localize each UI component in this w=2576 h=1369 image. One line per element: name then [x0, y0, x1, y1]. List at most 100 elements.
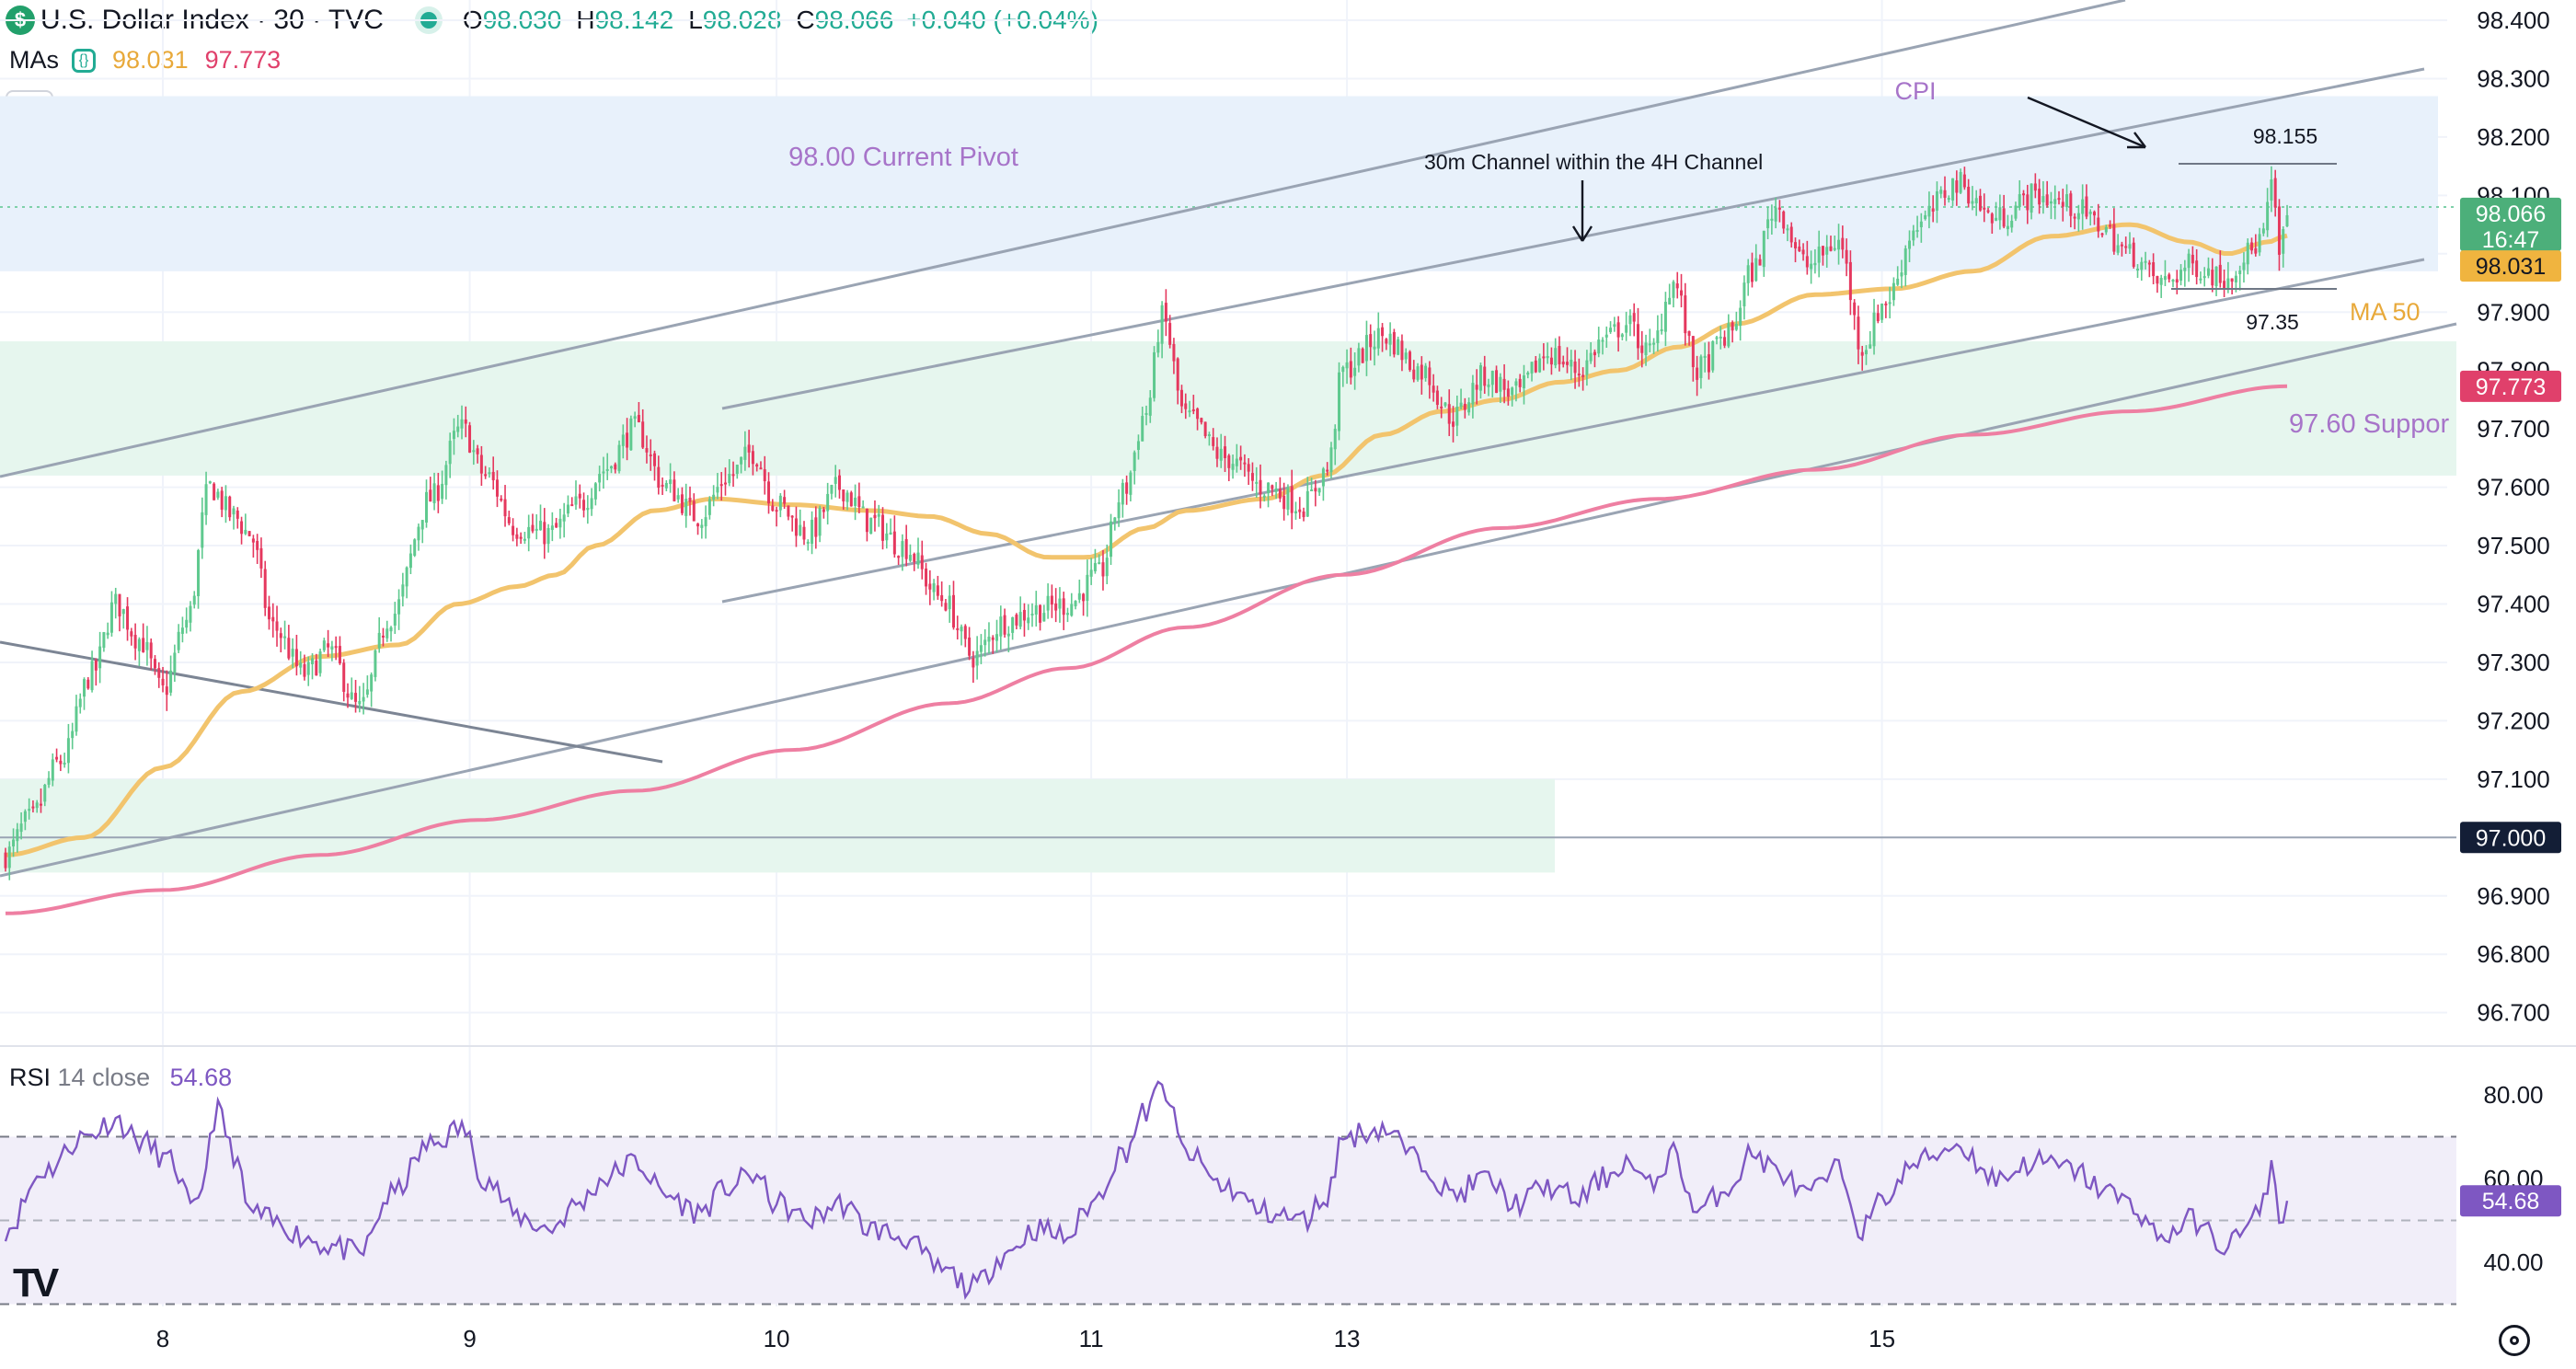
- candle-body: [2159, 278, 2163, 285]
- candle-body: [814, 517, 818, 537]
- candle-body: [1825, 247, 1829, 255]
- candle-body: [904, 538, 908, 559]
- candle-body: [865, 509, 868, 533]
- candle-up: [712, 485, 716, 507]
- candle-up: [2128, 232, 2132, 255]
- ma200-legend-value: 97.773: [204, 46, 282, 74]
- candle-down: [1566, 347, 1570, 374]
- candle-body: [2156, 276, 2159, 284]
- code-braces-icon[interactable]: {}: [72, 48, 96, 73]
- candle-body: [936, 585, 939, 596]
- candle-body: [66, 738, 70, 764]
- candle-body: [2006, 225, 2009, 230]
- candle-body: [637, 415, 640, 422]
- candle-up: [743, 431, 747, 471]
- ma50-line: [5, 222, 2288, 857]
- candle-up: [877, 504, 880, 527]
- candle-body: [2120, 244, 2123, 247]
- candle-body: [1321, 468, 1325, 487]
- candle-body: [1986, 210, 1990, 213]
- candle-up: [669, 463, 673, 493]
- candle-down: [55, 748, 59, 763]
- candle-up: [1719, 326, 1722, 350]
- candle-down: [1022, 603, 1026, 637]
- candle-down: [1435, 385, 1439, 409]
- candle-up: [204, 471, 208, 525]
- candle-up: [1310, 477, 1314, 492]
- candle-up: [1892, 277, 1895, 306]
- candle-body: [201, 512, 204, 548]
- candle-body: [220, 490, 224, 510]
- candle-up: [28, 798, 31, 820]
- candle-body: [1758, 259, 1762, 266]
- candle-down: [1573, 350, 1577, 389]
- candle-down: [1829, 236, 1833, 252]
- candle-up: [291, 638, 294, 669]
- candle-up: [1219, 433, 1223, 468]
- candle-down: [2223, 269, 2226, 297]
- rsi-legend[interactable]: RSI 14 close 54.68: [9, 1064, 232, 1092]
- support-zone: [0, 340, 2456, 476]
- candle-body: [1062, 598, 1065, 615]
- candle-down: [1369, 324, 1373, 361]
- candle-down: [153, 655, 156, 675]
- candle-body: [586, 508, 590, 511]
- price-tick-label: 97.200: [2477, 707, 2550, 734]
- settings-gear-icon[interactable]: [2499, 1325, 2530, 1356]
- candle-up: [1817, 230, 1821, 278]
- candle-up: [1869, 330, 1872, 350]
- candle-body: [582, 500, 586, 511]
- candle-down: [1215, 437, 1219, 467]
- candle-up: [2010, 214, 2014, 233]
- candle-up: [617, 440, 621, 474]
- candle-body: [240, 521, 244, 535]
- candle-up: [1908, 230, 1912, 262]
- candle-down: [865, 508, 868, 542]
- candle-down: [2254, 234, 2258, 257]
- candle-down: [1558, 336, 1561, 372]
- candle-body: [1058, 598, 1062, 609]
- candle-down: [1392, 328, 1396, 358]
- candle-down: [2038, 178, 2041, 214]
- candle-down: [1636, 307, 1639, 361]
- candle-down: [1495, 365, 1499, 394]
- candle-body: [1742, 282, 1746, 306]
- candle-down: [1542, 343, 1546, 371]
- candle-body: [609, 466, 613, 469]
- candle-down: [1518, 374, 1522, 393]
- candle-down: [1224, 435, 1227, 472]
- cpi-arrow: [2027, 96, 2146, 149]
- candle-body: [236, 510, 239, 519]
- tradingview-logo-icon[interactable]: TV: [13, 1260, 59, 1306]
- candle-down: [2277, 199, 2281, 271]
- candle-body: [374, 650, 377, 677]
- candle-body: [1207, 434, 1211, 437]
- candle-down: [1212, 428, 1215, 451]
- candle-down: [2132, 237, 2135, 269]
- moving-averages-legend[interactable]: MAs {} 98.031 97.773: [9, 46, 281, 75]
- candle-down: [759, 461, 763, 470]
- price-tick-label: 97.300: [2477, 649, 2550, 676]
- candle-up: [232, 505, 236, 530]
- candle-body: [602, 471, 605, 474]
- time-tick-label: 10: [764, 1325, 790, 1352]
- candle-down: [259, 537, 263, 579]
- candle-body: [1478, 364, 1482, 391]
- candle-down: [275, 605, 279, 647]
- price-tick-label: 97.500: [2477, 532, 2550, 559]
- candle-down: [1680, 273, 1684, 308]
- candle-body: [1483, 366, 1487, 386]
- candle-body: [1680, 290, 1684, 296]
- candle-down: [2124, 236, 2128, 254]
- candle-up: [208, 480, 212, 485]
- candle-body: [2282, 229, 2285, 254]
- candle-up: [1927, 191, 1931, 229]
- candle-down: [342, 659, 346, 702]
- candle-body: [574, 496, 578, 505]
- candle-body: [1829, 246, 1833, 251]
- candle-body: [294, 649, 298, 667]
- candle-body: [578, 493, 581, 499]
- candle-down: [1943, 176, 1947, 206]
- price-tick-label: 98.200: [2477, 123, 2550, 151]
